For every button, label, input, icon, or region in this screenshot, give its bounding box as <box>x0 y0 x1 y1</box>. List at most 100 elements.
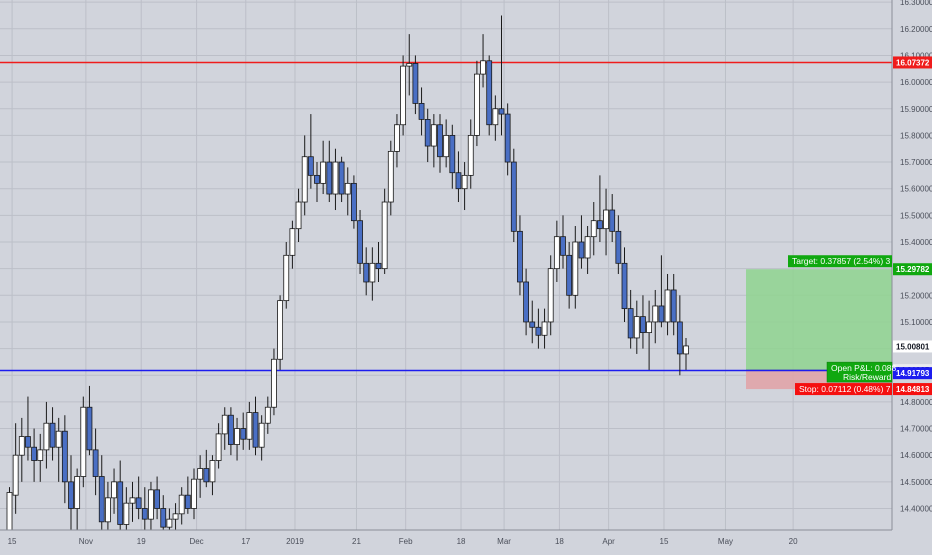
candle-body <box>105 497 111 523</box>
candle-body <box>486 60 493 126</box>
candle-body <box>344 182 351 195</box>
candle <box>289 220 296 269</box>
candle-body <box>283 254 290 302</box>
candle-body <box>178 494 185 515</box>
candle-body <box>670 289 677 323</box>
resistance-price-badge-bg <box>893 56 932 69</box>
candle-body <box>240 428 247 440</box>
candle <box>640 295 646 349</box>
candle-body <box>437 124 443 158</box>
candle-body <box>394 124 400 152</box>
candle-body <box>357 220 363 264</box>
candle-body <box>449 134 456 174</box>
candle <box>49 407 56 461</box>
candle-body <box>43 422 50 451</box>
price-tick-label: 15.90000 <box>900 105 932 114</box>
price-tick-label: 14.50000 <box>900 478 932 487</box>
candle-body <box>424 119 431 147</box>
candle <box>676 295 683 376</box>
candle <box>221 407 228 450</box>
target-info-bg <box>788 255 892 268</box>
candle <box>646 300 652 370</box>
candle <box>578 215 585 269</box>
time-tick-label: Mar <box>497 537 511 546</box>
candle-body <box>658 305 665 323</box>
candle-body <box>338 161 345 195</box>
candle-body <box>406 63 413 67</box>
time-tick-label: 17 <box>241 537 250 546</box>
candle <box>517 215 523 296</box>
support-price-badge: 14.91793 <box>896 369 930 378</box>
candle <box>523 268 529 336</box>
candle <box>43 401 50 469</box>
time-tick-label: May <box>718 537 733 546</box>
candle-body <box>117 481 124 525</box>
candle <box>271 348 277 416</box>
candle <box>283 242 290 309</box>
candle <box>369 247 376 301</box>
candle <box>18 417 25 482</box>
candle-body <box>609 209 616 232</box>
candle-body <box>129 497 136 504</box>
candle <box>141 487 148 536</box>
candle-body <box>455 172 462 190</box>
candle-body <box>289 228 296 256</box>
candle-body <box>6 492 13 536</box>
candle <box>240 412 247 450</box>
candle <box>387 140 394 216</box>
candle-body <box>584 236 591 259</box>
candle-body <box>535 326 542 336</box>
candle-body <box>246 412 253 440</box>
candle-body <box>135 497 142 509</box>
candle-body <box>572 241 579 296</box>
candle-body <box>400 65 407 126</box>
candle-body <box>31 446 38 461</box>
time-tick-label: 21 <box>352 537 361 546</box>
time-axis[interactable]: 15 Nov 19 Dec 17 2019 21 Feb 18 Mar 18 Apr 15 May 20 <box>0 529 932 550</box>
candle-body <box>74 476 81 509</box>
candle <box>535 308 542 349</box>
target-zone <box>746 269 892 371</box>
candle <box>394 114 400 168</box>
candle-body <box>123 502 130 525</box>
price-tick-label: 16.20000 <box>900 25 932 34</box>
candle <box>68 455 74 536</box>
current-price-badge-bg <box>893 340 932 353</box>
candle-body <box>510 161 517 232</box>
candle <box>301 135 308 216</box>
price-tick-label: 16.10000 <box>900 51 932 60</box>
position-zones <box>746 269 892 390</box>
candle-body <box>215 433 222 461</box>
candle <box>227 407 234 456</box>
candle-body <box>633 316 640 339</box>
candle <box>295 188 302 242</box>
candle <box>338 156 345 203</box>
candle-body <box>480 60 486 75</box>
candle-body <box>191 478 197 509</box>
time-tick-label: Feb <box>399 537 413 546</box>
candle <box>117 460 124 536</box>
candle <box>277 295 284 370</box>
candle <box>412 55 419 115</box>
candle <box>603 188 609 256</box>
candle <box>264 396 271 434</box>
labels: 16.0737215.2978215.0080114.9192514.91793… <box>788 56 932 396</box>
candle <box>326 140 333 203</box>
risk-reward-label: Risk/Reward <box>843 372 891 382</box>
candle <box>449 124 456 189</box>
time-tick-label: Nov <box>79 537 93 546</box>
candle-body <box>252 412 259 448</box>
candle-body <box>25 436 31 448</box>
price-tick-label: 16.30000 <box>900 0 932 7</box>
candle-body <box>504 113 511 163</box>
candle <box>375 242 382 282</box>
candle-body <box>332 161 339 195</box>
horizontal-lines[interactable] <box>0 61 892 372</box>
candle-body <box>363 262 370 283</box>
time-tick-label: 18 <box>457 537 466 546</box>
candle-body <box>560 236 566 256</box>
candle <box>504 103 511 176</box>
candle <box>406 34 413 96</box>
